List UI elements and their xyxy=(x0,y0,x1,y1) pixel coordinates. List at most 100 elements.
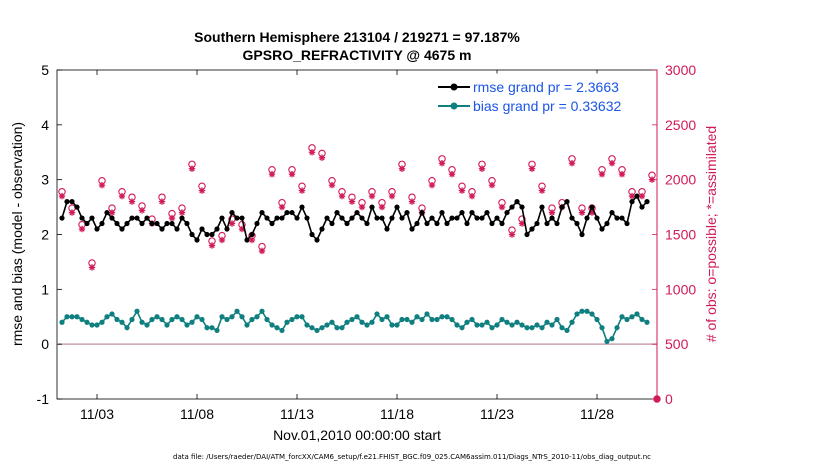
rmse-point xyxy=(294,215,300,221)
bias-point xyxy=(594,316,600,323)
rmse-point xyxy=(484,209,490,216)
left-tick-label: 4 xyxy=(41,117,49,133)
obs-assimilated-point xyxy=(368,192,376,200)
obs-assimilated-point xyxy=(198,187,206,194)
bias-point xyxy=(519,322,525,328)
rmse-point xyxy=(169,220,175,227)
bias-point xyxy=(469,316,475,323)
rmse-point xyxy=(284,209,290,216)
rmse-point xyxy=(149,220,155,227)
rmse-point xyxy=(444,220,450,227)
obs-assimilated-point xyxy=(468,192,476,200)
obs-assimilated-point xyxy=(308,149,316,156)
rmse-point xyxy=(324,215,330,221)
rmse-point xyxy=(319,226,325,232)
obs-assimilated-point xyxy=(548,209,556,216)
rmse-point xyxy=(499,220,505,227)
obs-assimilated-point xyxy=(408,198,416,205)
bias-point xyxy=(489,325,495,331)
bias-point xyxy=(369,319,375,325)
rmse-point xyxy=(214,226,220,232)
rmse-point xyxy=(69,199,75,205)
rmse-point xyxy=(604,220,610,227)
rmse-point xyxy=(314,237,320,243)
rmse-point xyxy=(469,209,475,216)
rmse-point xyxy=(254,220,260,227)
rmse-point xyxy=(529,226,535,232)
rmse-point xyxy=(619,215,625,221)
bias-point xyxy=(564,327,570,334)
bias-point xyxy=(224,316,230,323)
obs-assimilated-point xyxy=(128,198,136,205)
y-axis-label-right: # of obs: o=possible; *=assimilated xyxy=(703,126,719,342)
bias-point xyxy=(159,316,165,323)
rmse-point xyxy=(419,209,425,216)
obs-assimilated-point xyxy=(338,192,346,200)
rmse-point xyxy=(634,193,640,199)
legend-bias-marker xyxy=(450,102,458,110)
rmse-point xyxy=(539,204,545,210)
left-tick-label: 0 xyxy=(41,336,49,352)
obs-assimilated-point xyxy=(628,192,636,200)
plot-area xyxy=(56,69,658,400)
bias-point xyxy=(449,316,455,323)
obs-assimilated-point xyxy=(448,170,456,178)
obs-assimilated-point xyxy=(458,187,466,194)
bias-point xyxy=(64,314,70,320)
right-tick-label: 2000 xyxy=(665,172,696,188)
rmse-point xyxy=(509,204,515,210)
bias-point xyxy=(429,316,435,323)
data-file-footnote: data file: /Users/raeder/DAI/ATM_forcXX/… xyxy=(173,453,651,461)
obs-assimilated-point xyxy=(138,207,146,214)
rmse-point xyxy=(439,209,445,216)
bias-point xyxy=(559,325,565,331)
obs-assimilated-point xyxy=(348,198,356,205)
rmse-point xyxy=(114,220,120,227)
rmse-point xyxy=(74,204,80,210)
obs-assimilated-point xyxy=(68,209,76,216)
rmse-point xyxy=(549,215,555,221)
rmse-point xyxy=(119,226,125,232)
obs-assimilated-point xyxy=(638,192,646,200)
bias-point xyxy=(254,314,260,320)
bias-point xyxy=(84,319,90,325)
rmse-point xyxy=(544,220,550,227)
chart-title-line2: GPSRO_REFRACTIVITY @ 4675 m xyxy=(243,47,472,63)
obs-assimilated-point xyxy=(438,160,446,167)
obs-assimilated-point xyxy=(158,198,166,205)
obs-assimilated-point xyxy=(598,170,606,178)
rmse-point xyxy=(184,220,190,227)
bias-point xyxy=(349,316,355,323)
bias-point xyxy=(189,319,195,325)
obs-assimilated-point xyxy=(278,203,286,211)
rmse-point xyxy=(354,209,360,216)
bias-point xyxy=(444,314,450,320)
bias-point xyxy=(624,316,630,323)
right-axis: 0 500 1000 1500 2000 2500 3000 xyxy=(652,62,696,407)
bias-point xyxy=(104,314,110,320)
bias-point xyxy=(304,322,310,328)
obs-assimilated-point xyxy=(518,220,526,227)
obs-assimilated-point xyxy=(358,203,366,211)
rmse-point xyxy=(144,215,150,221)
rmse-point xyxy=(164,220,170,227)
rmse-point xyxy=(614,215,620,221)
rmse-point xyxy=(409,226,415,232)
left-tick-label: 1 xyxy=(41,281,49,297)
rmse-point xyxy=(289,209,295,216)
bias-point xyxy=(459,325,465,331)
left-tick-label: -1 xyxy=(37,391,50,407)
bias-point xyxy=(259,308,265,314)
rmse-point xyxy=(639,204,645,210)
rmse-point xyxy=(304,215,310,221)
bias-point xyxy=(354,314,360,320)
obs-assimilated-point xyxy=(388,192,396,200)
bias-point xyxy=(239,314,245,320)
bias-point xyxy=(329,319,335,325)
obs-assimilated-point xyxy=(578,209,586,216)
bias-point xyxy=(484,319,490,325)
rmse-point xyxy=(159,226,165,232)
legend: rmse grand pr = 2.3663 bias grand pr = 0… xyxy=(431,73,651,119)
bias-point xyxy=(554,316,560,323)
bias-point xyxy=(634,311,640,317)
